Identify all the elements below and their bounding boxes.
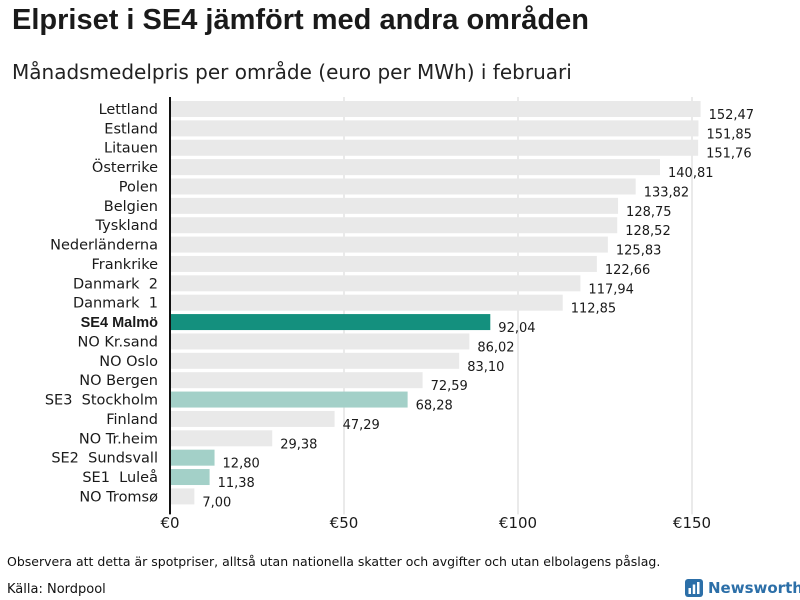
value-label: 83,10 [467,360,504,375]
value-label: 86,02 [477,340,514,355]
bar [170,217,618,234]
value-label: 151,76 [706,147,752,162]
value-label: 152,47 [709,108,755,123]
category-label: SE3 Stockholm [45,393,158,409]
bar [170,333,470,350]
category-label: SE1 Luleå [82,469,158,486]
bar [170,391,408,408]
value-label: 68,28 [416,399,453,414]
bar [170,236,608,253]
value-label: 72,59 [431,379,468,394]
bar [170,430,273,447]
value-label: 125,83 [616,244,662,259]
bar [170,178,636,195]
bar [170,101,701,117]
bar [170,159,661,176]
value-label: 128,75 [626,205,672,220]
value-label: 11,38 [218,476,255,491]
value-label: 140,81 [668,166,714,181]
bar [170,255,597,272]
bar [170,449,215,466]
source-label: Källa: Nordpool [7,582,106,597]
bar [170,197,619,214]
x-tick-label: €50 [330,514,359,532]
brand-name: Newsworthy [708,579,800,597]
chart-title: Elpriset i SE4 jämfört med andra områden [12,4,589,36]
x-tick-label: €0 [160,514,179,532]
category-label: Frankrike [91,257,158,273]
category-label: Polen [119,179,158,195]
category-label: NO Tr.heim [79,431,158,447]
value-label: 128,52 [625,224,671,239]
category-label: Nederländerna [50,238,158,254]
category-label: Estland [104,121,158,137]
value-label: 12,80 [223,457,260,472]
category-label: Belgien [104,199,158,215]
bar [170,372,423,389]
category-label: NO Bergen [79,373,158,389]
category-label: NO Kr.sand [78,334,158,350]
x-tick-label: €150 [673,514,711,532]
bar [170,410,335,427]
value-label: 112,85 [571,302,617,317]
category-label: Lettland [99,102,158,118]
value-label: 151,85 [706,127,752,142]
x-tick-label: €100 [499,514,537,532]
bar [170,120,699,137]
brand-logo: Newsworthy [684,578,800,598]
bar [170,352,460,369]
bar [170,275,581,292]
category-label: SE2 Sundsvall [51,451,158,467]
footnote: Observera att detta är spotpriser, allts… [7,554,661,569]
value-label: 47,29 [343,418,380,433]
category-label: Danmark 2 [73,276,158,292]
category-label: Österrike [92,158,158,176]
value-label: 117,94 [588,282,634,297]
value-label: 92,04 [498,321,535,336]
category-label: Finland [106,412,158,428]
chart-subtitle: Månadsmedelpris per område (euro per MWh… [12,60,572,84]
bar [170,294,563,311]
value-label: 7,00 [202,495,231,510]
category-label: Danmark 1 [73,296,158,312]
category-label: NO Tromsø [79,489,158,505]
bar [170,469,210,486]
bar [170,314,491,331]
category-label: Tyskland [95,218,158,234]
bar [170,488,195,505]
value-label: 29,38 [280,437,317,452]
bar [170,139,699,156]
newsworthy-logo-icon [685,579,703,597]
value-label: 133,82 [644,185,690,200]
value-label: 122,66 [605,263,651,278]
category-label: SE4 Malmö [81,315,158,331]
category-label: Litauen [104,141,158,157]
category-label: NO Oslo [99,354,158,370]
